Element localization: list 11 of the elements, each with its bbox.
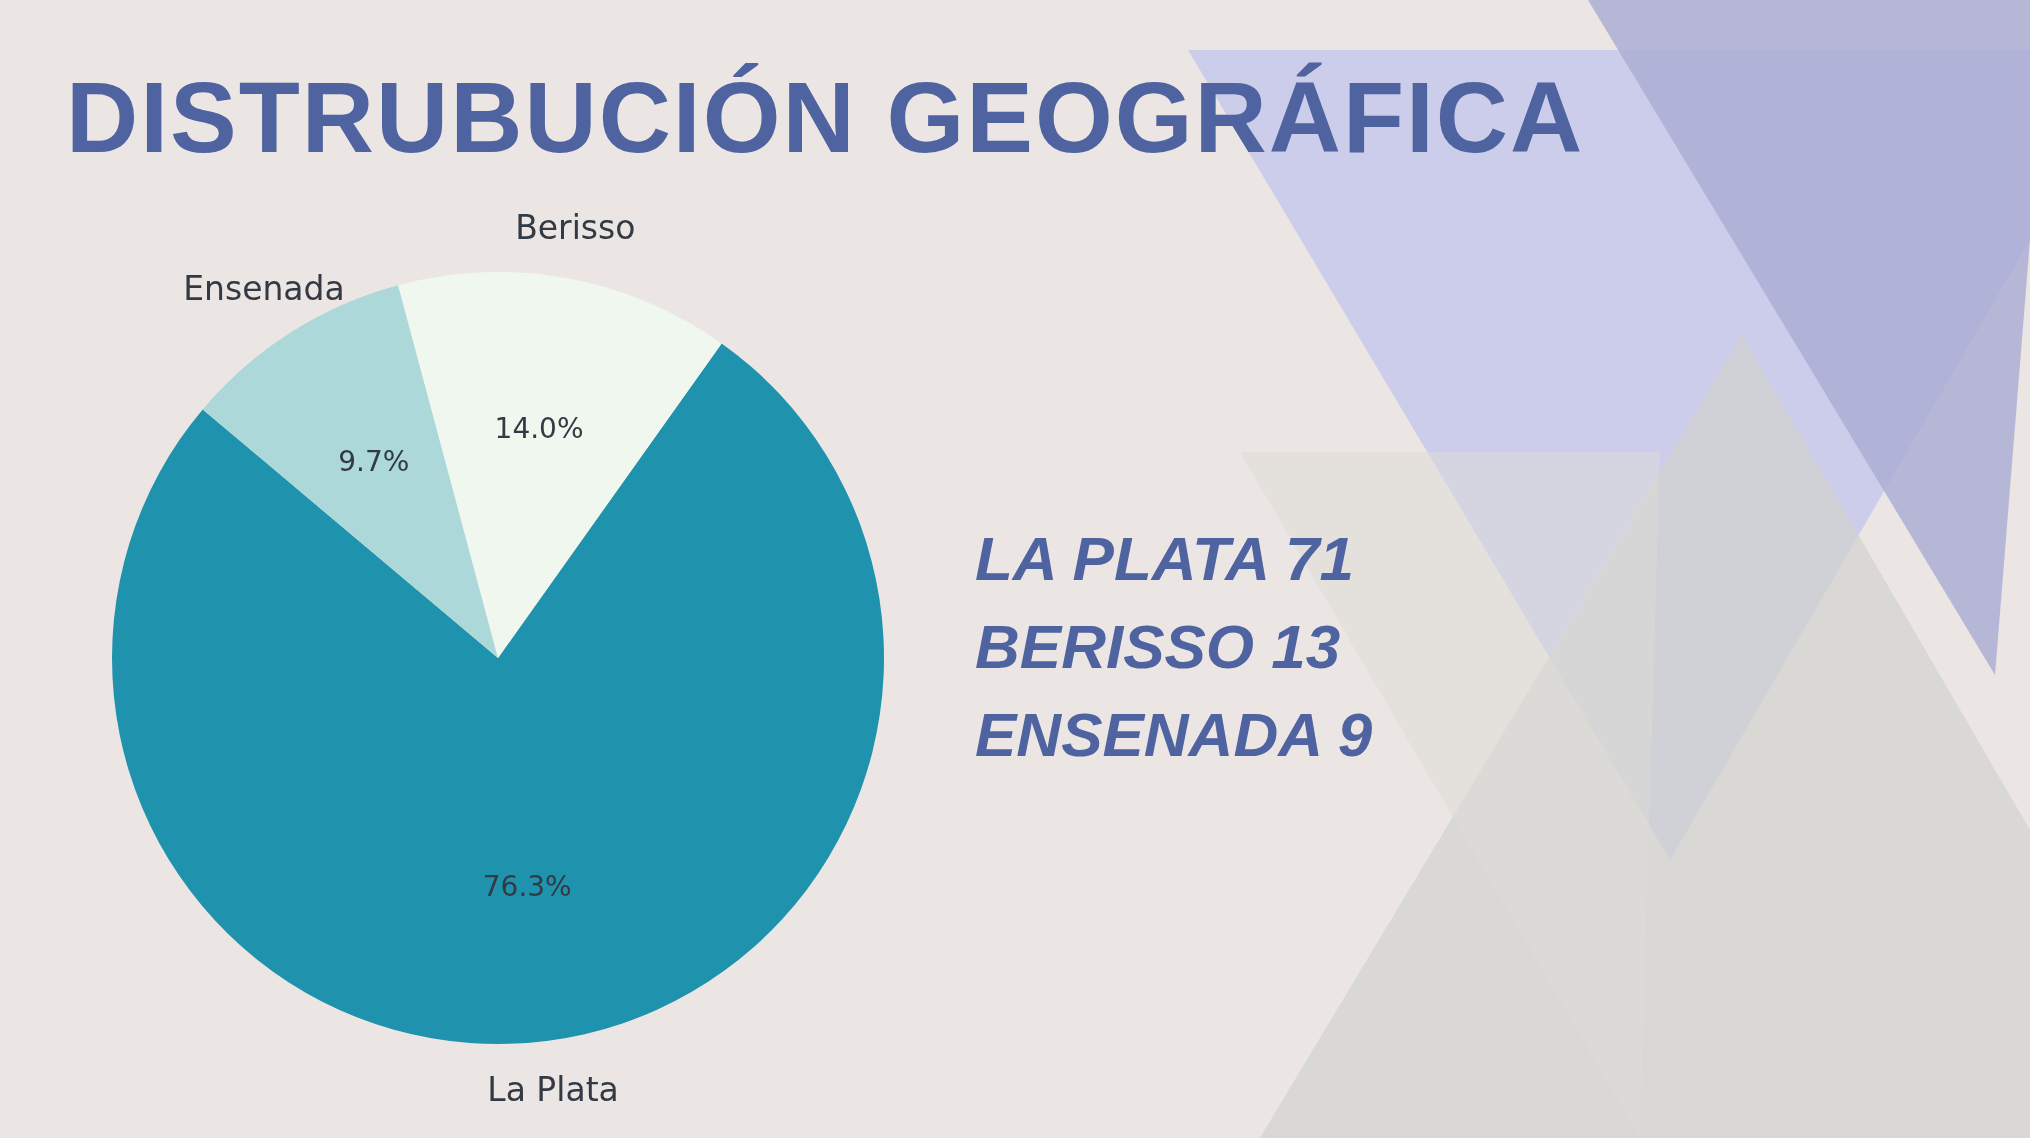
text: LA PLATA 71 — [975, 523, 1355, 595]
text: BERISSO 13 — [975, 611, 1342, 683]
data-label: 14.0% — [494, 412, 584, 446]
slice-label: Ensenada — [183, 268, 345, 308]
slice-label: Berisso — [515, 207, 636, 247]
text: ENSENADA 9 — [975, 699, 1373, 771]
slice-label: La Plata — [487, 1069, 619, 1109]
data-label: 9.7% — [338, 444, 410, 478]
data-label: 76.3% — [482, 869, 572, 903]
chart-title: DISTRUBUCIÓN GEOGRÁFICA — [66, 60, 1585, 175]
pie-slice — [112, 343, 884, 1044]
